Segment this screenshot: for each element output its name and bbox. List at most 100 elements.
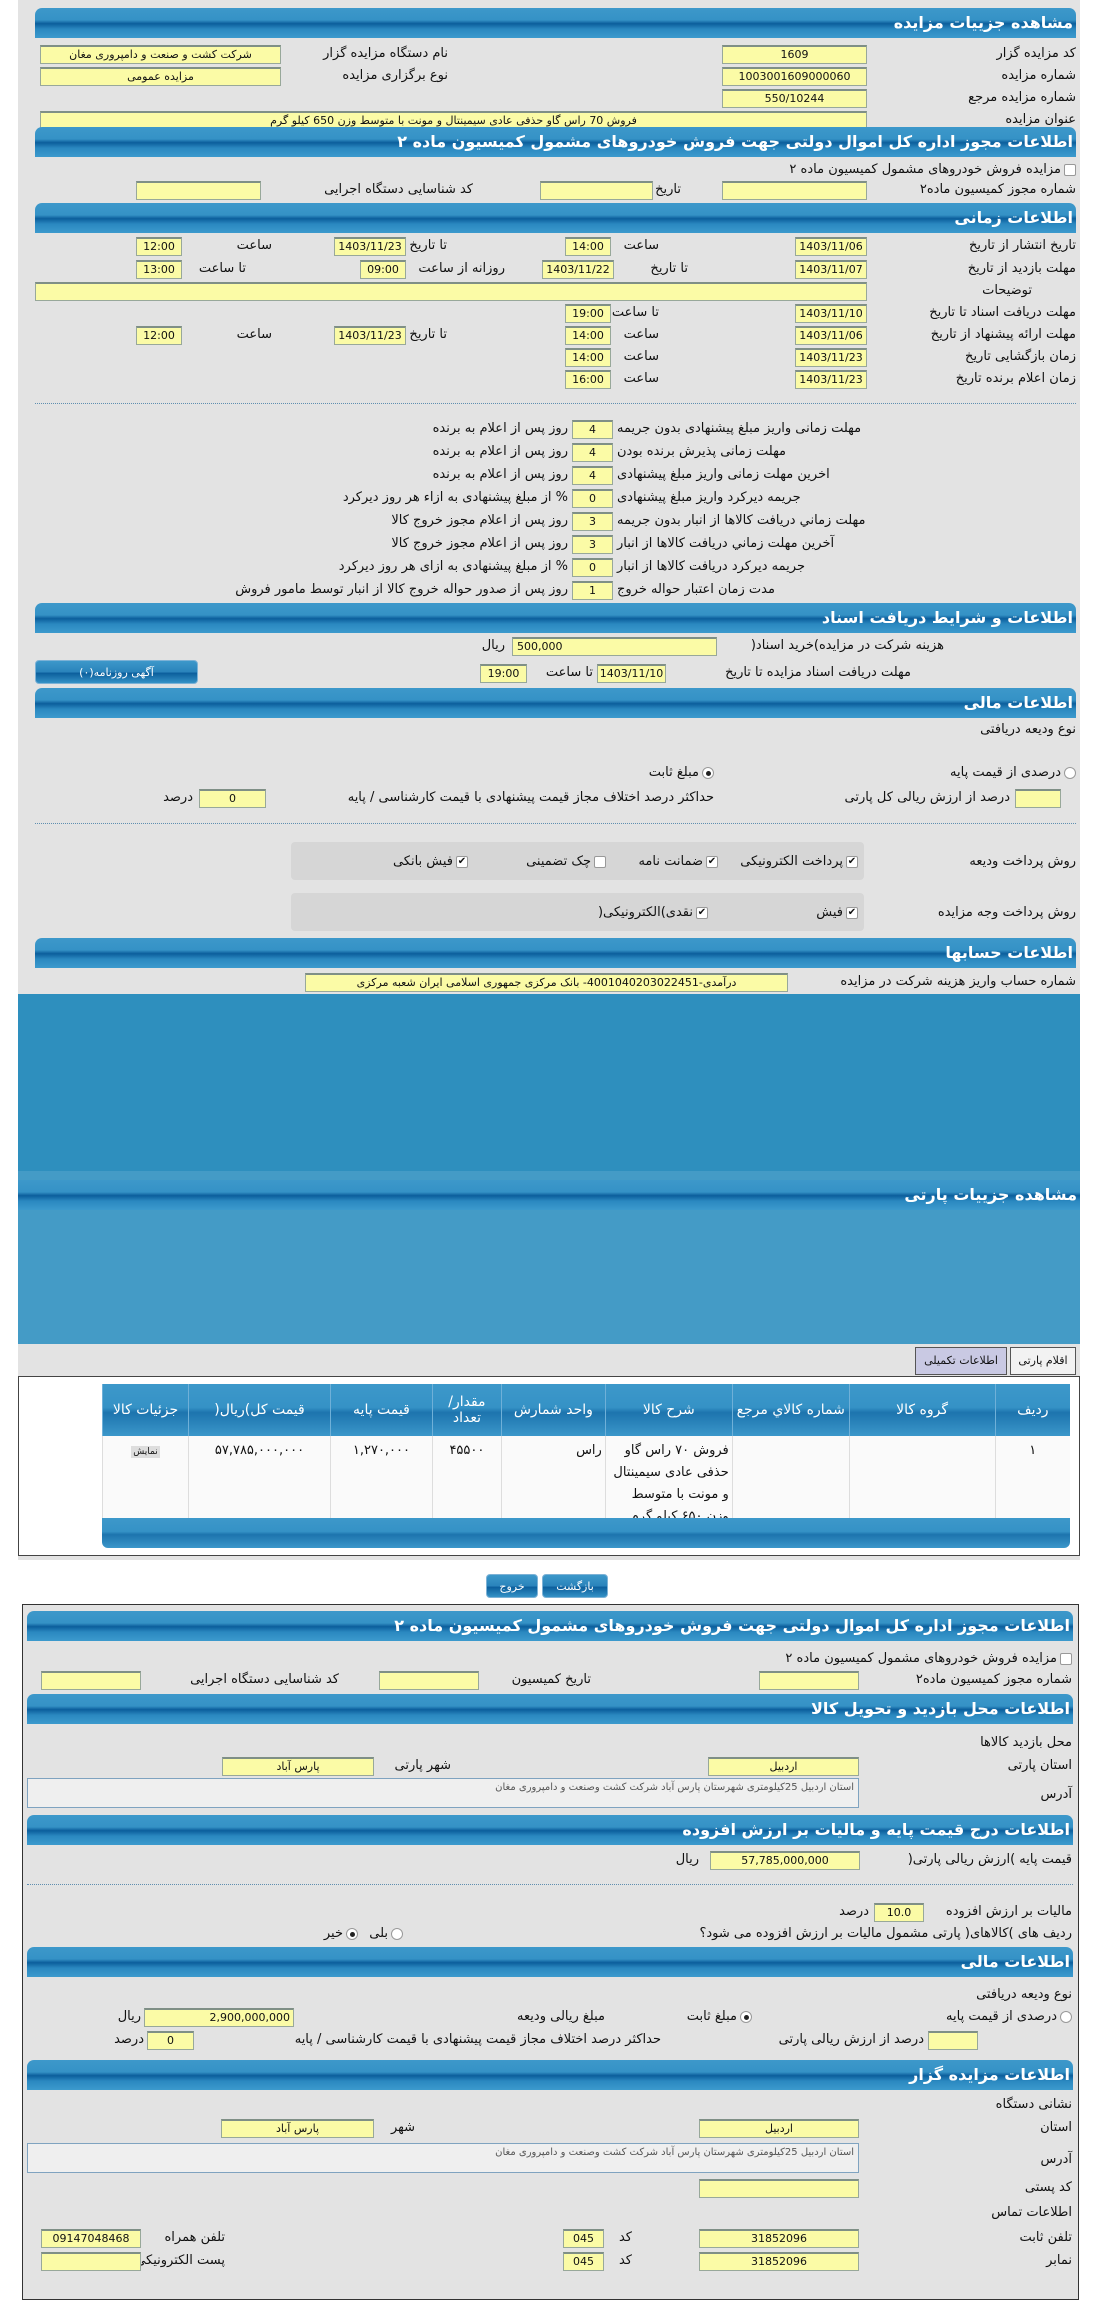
check-icon[interactable]: ✔ (846, 855, 858, 868)
docs-deadline-date-field[interactable]: 1403/11/10 (597, 664, 666, 683)
visit-to-field[interactable]: 1403/11/22 (542, 260, 614, 279)
postal-field[interactable] (699, 2179, 859, 2198)
visit-from-field[interactable]: 1403/11/07 (795, 260, 867, 279)
opening-date-field[interactable]: 1403/11/23 (795, 348, 867, 367)
check-icon[interactable]: ✔ (846, 906, 858, 919)
docs-deadline-time-field[interactable]: 19:00 (480, 664, 527, 683)
radio-yes[interactable]: بلی (369, 1924, 403, 1944)
back-button[interactable]: بازگشت (542, 1574, 608, 1598)
auctioneer-address-field[interactable]: استان اردبیل 25کیلومتری شهرستان پارس آبا… (27, 2143, 859, 2173)
description-field[interactable] (35, 282, 867, 301)
condition-value[interactable]: 1 (572, 581, 613, 600)
checkbox[interactable] (594, 855, 606, 868)
visit-daily-from-field[interactable]: 09:00 (360, 260, 406, 279)
radio-label: بلی (369, 1926, 388, 1941)
condition-value[interactable]: 3 (572, 535, 613, 554)
permit-field[interactable] (722, 181, 867, 200)
visit-daily-to-field[interactable]: 13:00 (136, 260, 182, 279)
deposit-amount-field[interactable]: 2,900,000,000 (144, 2008, 294, 2027)
party-province-field[interactable]: اردبیل (708, 1757, 859, 1776)
winner-date-field[interactable]: 1403/11/23 (795, 370, 867, 389)
auction-number-field[interactable]: 1003001609000060 (722, 67, 867, 86)
offer-to-field[interactable]: 1403/11/23 (334, 326, 406, 345)
max-diff-field[interactable]: 0 (199, 789, 266, 808)
org-field[interactable]: شرکت کشت و صنعت و دامپروری مغان (40, 45, 281, 64)
condition-value[interactable]: 0 (572, 489, 613, 508)
checkbox-bank-slip[interactable]: ✔فیش بانکی (393, 852, 468, 872)
auction-type-field[interactable]: مزایده عمومی (40, 67, 281, 86)
radio-selected-icon[interactable] (702, 766, 714, 779)
offer-from-field[interactable]: 1403/11/06 (795, 326, 867, 345)
radio-no[interactable]: خیر (324, 1924, 358, 1944)
checkbox-cheque[interactable]: چک تضمینی (526, 852, 606, 872)
vat-field[interactable]: 10.0 (874, 1903, 924, 1922)
email-field[interactable] (41, 2252, 141, 2271)
fee-field[interactable]: 500,000 (512, 637, 717, 656)
offer-to-time-field[interactable]: 12:00 (136, 326, 182, 345)
account-field[interactable]: درآمدی-4001040203022451- بانک مرکزی جمهو… (305, 973, 788, 992)
radio-fixed[interactable]: مبلغ ثابت (687, 2007, 752, 2027)
permit-field[interactable] (759, 1671, 859, 1690)
max-diff-field[interactable]: 0 (147, 2031, 194, 2050)
radio-percent[interactable]: درصدی از قیمت پایه (950, 763, 1076, 783)
checkbox-cash-electronic[interactable]: ✔نقدی)الکترونیکی( (598, 903, 708, 923)
check-icon[interactable]: ✔ (456, 855, 468, 868)
check-icon[interactable]: ✔ (706, 855, 718, 868)
checkbox-slip[interactable]: ✔فیش (816, 903, 858, 923)
condition-value[interactable]: 4 (572, 420, 613, 439)
exec-code-field[interactable] (41, 1671, 141, 1690)
radio-icon[interactable] (391, 1927, 403, 1940)
check-icon[interactable]: ✔ (696, 906, 708, 919)
commission-date-field[interactable] (379, 1671, 479, 1690)
base-price-field[interactable]: 57,785,000,000 (710, 1851, 860, 1870)
docs-deadline-field[interactable]: 1403/11/10 (795, 304, 867, 323)
publish-to-field[interactable]: 1403/11/23 (334, 237, 406, 256)
section-header-timing: اطلاعات زمانی (35, 203, 1076, 233)
fax-code-field[interactable]: 045 (563, 2252, 604, 2271)
commission-checkbox-row[interactable]: مزایده فروش خودروهای مشمول کمیسیون ماده … (789, 160, 1076, 180)
percent-field[interactable] (928, 2031, 978, 2050)
winner-time-field[interactable]: 16:00 (565, 370, 611, 389)
docs-time-field[interactable]: 19:00 (565, 304, 611, 323)
tab-extra-info[interactable]: اطلاعات تکمیلی (915, 1347, 1007, 1375)
radio-selected-icon[interactable] (346, 1927, 358, 1940)
checkbox[interactable] (1064, 163, 1076, 176)
party-city-field[interactable]: پارس آباد (222, 1757, 374, 1776)
radio-fixed[interactable]: مبلغ ثابت (649, 763, 714, 783)
subject-field[interactable]: فروش 70 راس گاو حذفی عادی سیمینتال و مون… (40, 111, 867, 130)
newspaper-ads-button[interactable]: آگهی روزنامه(۰) (35, 660, 198, 684)
show-details-button[interactable]: نمایش (131, 1446, 160, 1458)
commission-date-field[interactable] (540, 181, 653, 200)
commission-checkbox-row[interactable]: مزایده فروش خودروهای مشمول کمیسیون ماده … (785, 1649, 1072, 1669)
city-field[interactable]: پارس آباد (221, 2119, 374, 2138)
radio-percent[interactable]: درصدی از قیمت پایه (946, 2007, 1072, 2027)
opening-time-field[interactable]: 14:00 (565, 348, 611, 367)
auction-code-field[interactable]: 1609 (722, 45, 867, 64)
tab-party-items[interactable]: اقلام پارتی (1010, 1347, 1076, 1375)
condition-value[interactable]: 4 (572, 443, 613, 462)
exit-button[interactable]: خروج (486, 1574, 538, 1598)
mobile-field[interactable]: 09147048468 (41, 2229, 141, 2248)
checkbox-electronic[interactable]: ✔پرداخت الکترونیکی (740, 852, 858, 872)
visit-address-field[interactable]: استان اردبیل 25کیلومتری شهرستان پارس آبا… (27, 1778, 859, 1808)
checkbox-label: نقدی)الکترونیکی( (597, 905, 693, 920)
checkbox-guarantee[interactable]: ✔ضمانت نامه (638, 852, 718, 872)
publish-from-time-field[interactable]: 14:00 (565, 237, 611, 256)
exec-code-field[interactable] (136, 181, 261, 200)
publish-to-time-field[interactable]: 12:00 (136, 237, 182, 256)
radio-selected-icon[interactable] (740, 2010, 752, 2023)
ref-number-field[interactable]: 550/10244 (722, 89, 867, 108)
province-field[interactable]: اردبیل (699, 2119, 859, 2138)
percent-field[interactable] (1015, 789, 1061, 808)
condition-value[interactable]: 0 (572, 558, 613, 577)
radio-icon[interactable] (1064, 766, 1076, 779)
condition-value[interactable]: 3 (572, 512, 613, 531)
fax-field[interactable]: 31852096 (699, 2252, 859, 2271)
publish-from-field[interactable]: 1403/11/06 (795, 237, 867, 256)
checkbox[interactable] (1060, 1652, 1072, 1665)
condition-value[interactable]: 4 (572, 466, 613, 485)
offer-from-time-field[interactable]: 14:00 (565, 326, 611, 345)
radio-icon[interactable] (1060, 2010, 1072, 2023)
phone-field[interactable]: 31852096 (699, 2229, 859, 2248)
phone-code-field[interactable]: 045 (563, 2229, 604, 2248)
